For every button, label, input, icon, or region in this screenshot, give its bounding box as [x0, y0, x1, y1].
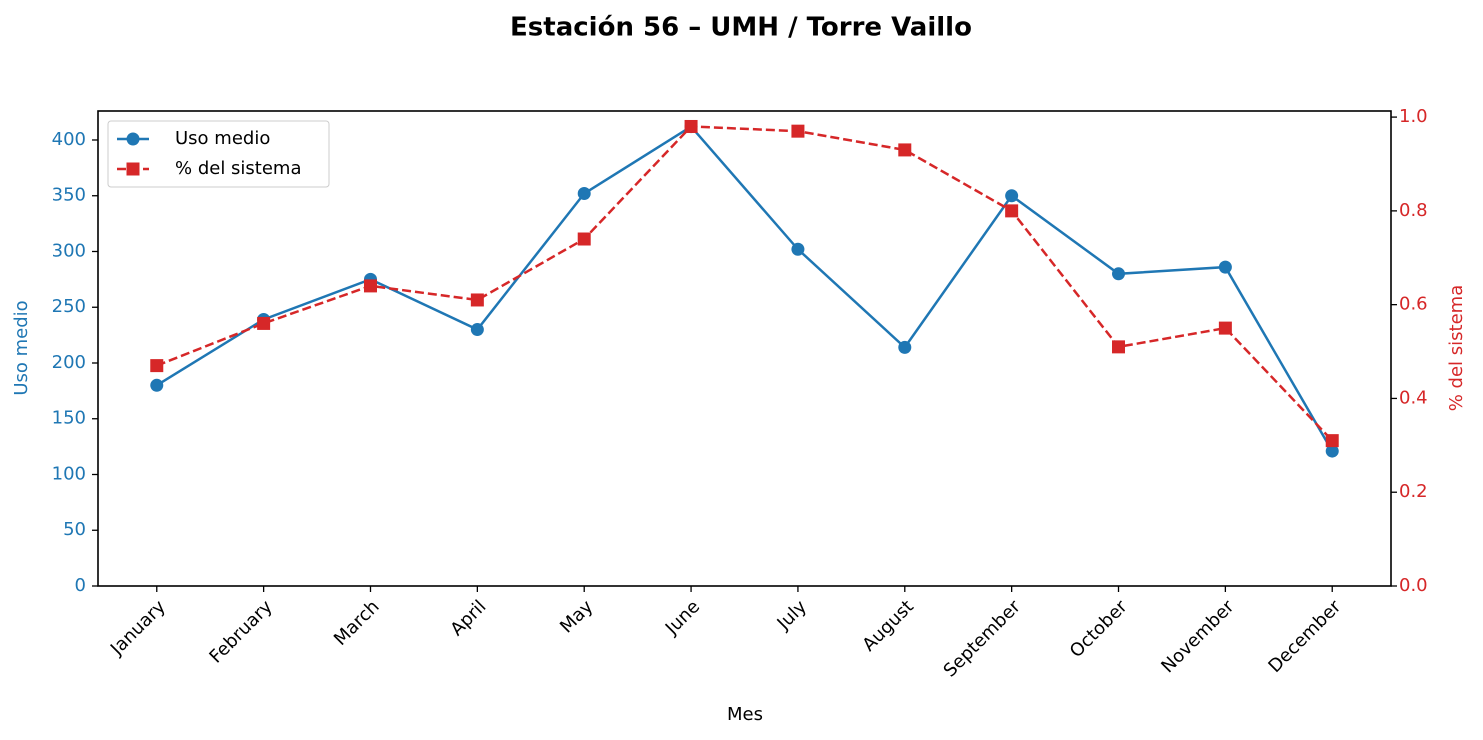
legend-box	[107, 120, 330, 188]
y-tick-label: 400	[52, 129, 86, 150]
y2-tick-label: 0.6	[1399, 294, 1428, 315]
y2-tick-label: 0.0	[1399, 575, 1428, 596]
data-point	[363, 279, 377, 293]
y2-axis-label: % del sistema	[1446, 285, 1467, 412]
plot-frame	[97, 110, 1392, 587]
x-tick-label: August	[858, 596, 917, 655]
y2-tick-label: 1.0	[1399, 106, 1428, 127]
data-point	[791, 242, 805, 256]
y-tick-label: 50	[63, 519, 86, 540]
legend-label: Uso medio	[175, 128, 270, 149]
x-tick-label: October	[1066, 596, 1132, 662]
y2-tick-label: 0.4	[1399, 387, 1428, 408]
data-point	[1325, 444, 1339, 458]
series-line	[156, 124, 1334, 452]
x-tick-label: March	[330, 596, 384, 650]
x-tick-label: September	[940, 596, 1026, 682]
data-point	[791, 124, 805, 138]
data-point	[898, 340, 912, 354]
data-point	[1112, 340, 1126, 354]
x-tick-label: April	[446, 596, 490, 640]
x-axis-label: Mes	[727, 704, 763, 725]
data-point	[577, 187, 591, 201]
x-tick-label: December	[1264, 596, 1345, 677]
y-tick-label: 100	[52, 463, 86, 484]
y-tick-label: 250	[52, 296, 86, 317]
y-tick-label: 150	[52, 408, 86, 429]
x-tick-label: June	[661, 596, 704, 639]
data-point	[1005, 189, 1019, 203]
data-point	[257, 316, 271, 330]
legend-marker	[126, 162, 140, 176]
data-point	[1005, 204, 1019, 218]
x-tick-label: November	[1157, 596, 1238, 677]
x-tick-label: May	[556, 596, 597, 637]
legend-label: % del sistema	[175, 158, 302, 179]
y2-tick-label: 0.8	[1399, 200, 1428, 221]
data-point	[1218, 260, 1232, 274]
data-point	[898, 143, 912, 157]
legend-marker	[126, 132, 140, 146]
y2-tick-label: 0.2	[1399, 481, 1428, 502]
x-tick-label: January	[106, 596, 170, 660]
y-tick-label: 350	[52, 185, 86, 206]
data-point	[470, 323, 484, 337]
data-point	[470, 293, 484, 307]
data-point	[1112, 267, 1126, 281]
data-point	[150, 359, 164, 373]
data-point	[577, 232, 591, 246]
data-point	[684, 119, 698, 133]
x-tick-label: February	[205, 596, 276, 667]
series-line	[156, 125, 1334, 442]
data-point	[1325, 434, 1339, 448]
y-axis-label: Uso medio	[11, 300, 32, 395]
x-tick-label: July	[773, 596, 812, 635]
chart-title: Estación 56 – UMH / Torre Vaillo	[510, 13, 972, 43]
y-tick-label: 0	[75, 575, 86, 596]
data-point	[1218, 321, 1232, 335]
y-tick-label: 300	[52, 240, 86, 261]
data-point	[150, 378, 164, 392]
y-tick-label: 200	[52, 352, 86, 373]
